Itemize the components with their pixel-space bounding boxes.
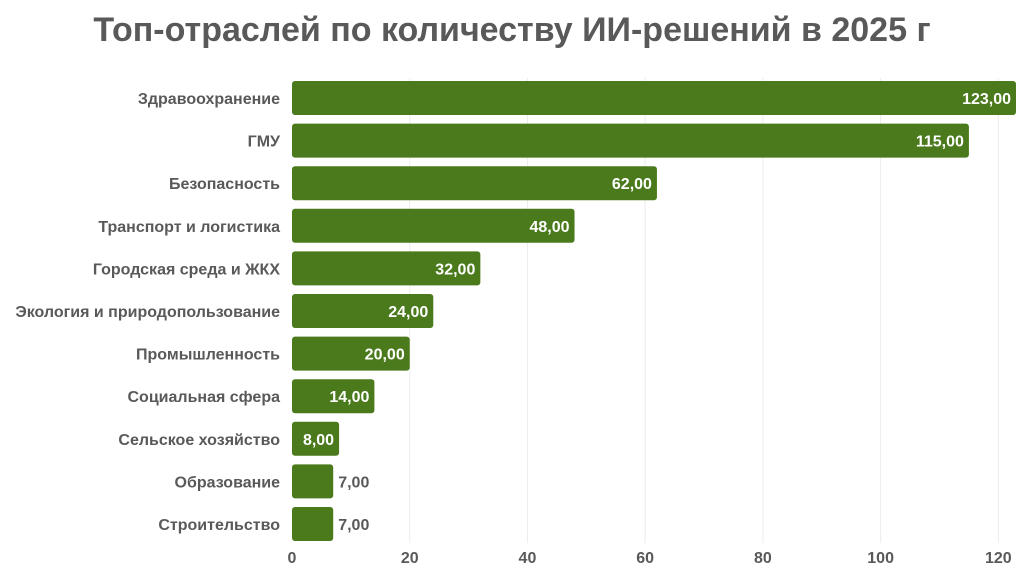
category-label: Промышленность: [136, 347, 280, 364]
category-label: Здравоохранение: [138, 91, 280, 108]
value-label: 48,00: [529, 219, 569, 236]
bar: [292, 208, 575, 243]
value-label: 115,00: [916, 134, 964, 151]
bars: [292, 81, 1016, 541]
bar: [292, 507, 334, 541]
x-tick-label: 20: [401, 550, 419, 567]
bar: [292, 464, 334, 499]
x-tick-label: 40: [519, 550, 537, 567]
x-axis-tick-labels: 0 20 40 60 80 100 120: [288, 550, 1012, 567]
bar: [292, 81, 1016, 115]
category-label: Безопасность: [169, 176, 280, 193]
value-label: 32,00: [435, 261, 475, 278]
category-label: Экология и природопользование: [15, 304, 280, 321]
value-labels: 123,00 115,00 62,00 48,00 32,00 24,00 20,00 14,…: [303, 91, 1011, 534]
category-label: Образование: [175, 474, 281, 491]
bar: [292, 166, 657, 201]
bar: [292, 294, 434, 328]
bar: [292, 421, 340, 456]
value-label: 14,00: [329, 389, 369, 406]
x-tick-label: 80: [754, 550, 772, 567]
bar: [292, 123, 969, 158]
value-label: 62,00: [612, 176, 652, 193]
value-label: 123,00: [962, 91, 1011, 108]
value-label: 8,00: [303, 432, 334, 449]
category-label: Транспорт и логистика: [98, 219, 280, 236]
value-label: 7,00: [338, 474, 369, 491]
x-tick-label: 100: [867, 550, 894, 567]
value-label: 7,00: [338, 517, 369, 534]
bar: [292, 379, 375, 414]
category-label: Городская среда и ЖКХ: [93, 261, 280, 278]
bar: [292, 251, 481, 286]
category-label: ГМУ: [248, 134, 281, 151]
chart-title: Топ-отраслей по количеству ИИ-решений в …: [93, 11, 931, 49]
x-tick-label: 60: [636, 550, 654, 567]
category-label: Строительство: [158, 517, 280, 534]
x-tick-label: 120: [985, 550, 1012, 567]
x-tick-label: 0: [288, 550, 297, 567]
value-label: 24,00: [388, 304, 428, 321]
category-label: Сельское хозяйство: [118, 432, 280, 449]
category-labels: Здравоохранение ГМУ Безопасность Транспорт …: [15, 91, 281, 534]
value-label: 20,00: [365, 347, 405, 364]
bar: [292, 336, 410, 371]
category-label: Социальная сфера: [128, 389, 281, 406]
